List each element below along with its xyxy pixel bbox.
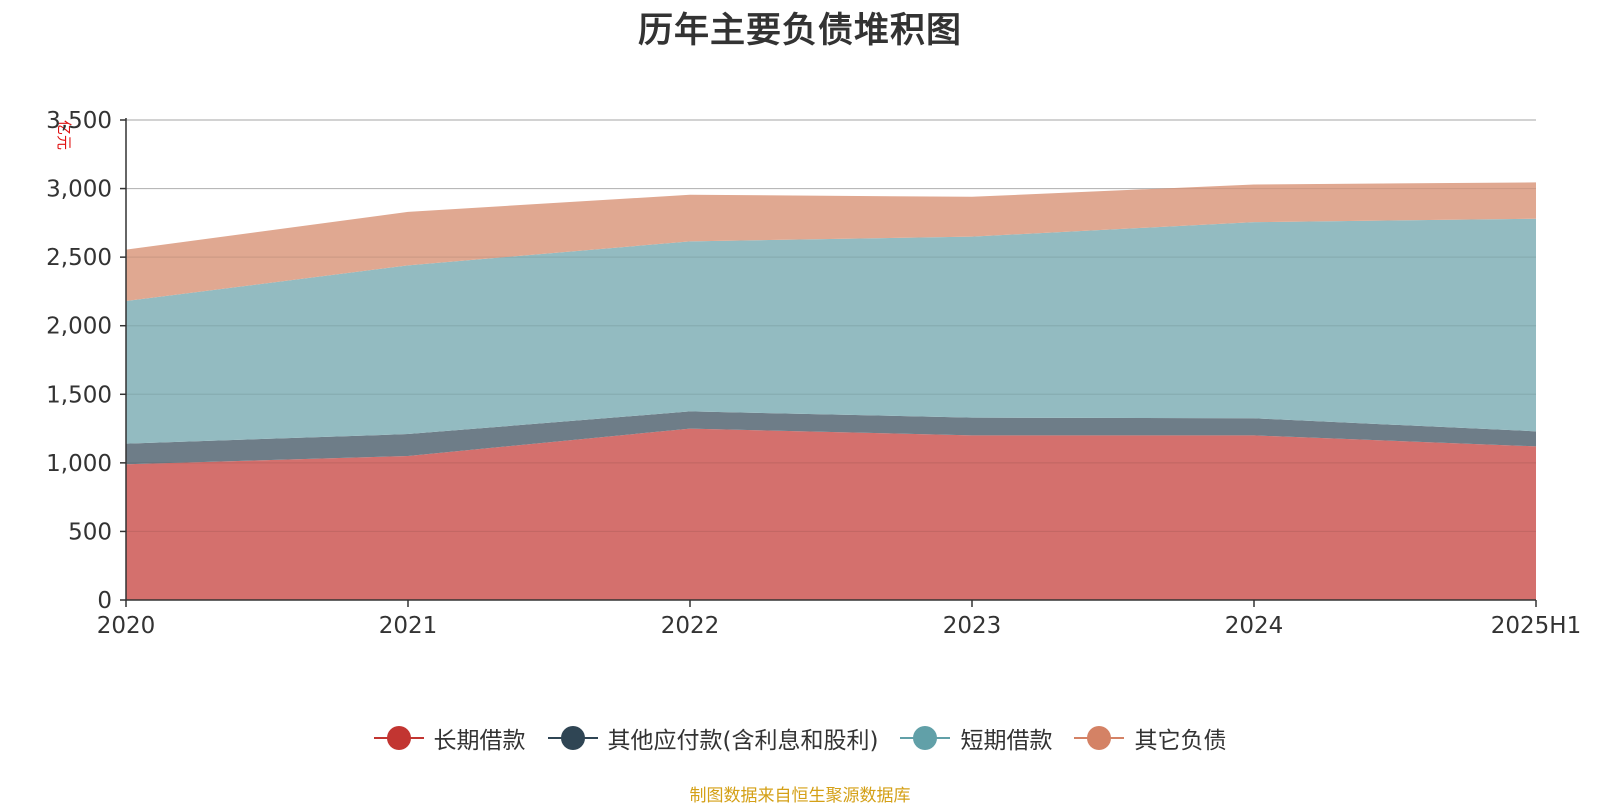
data-source-note: 制图数据来自恒生聚源数据库 — [689, 786, 911, 806]
legend-marker-icon — [547, 725, 598, 751]
y-tick-label: 3,000 — [46, 177, 112, 203]
legend-item-3[interactable]: 其它负债 — [1074, 721, 1226, 755]
y-tick-label: 1,000 — [46, 451, 112, 477]
legend-marker-dot — [386, 726, 411, 750]
x-tick-label: 2020 — [97, 613, 156, 639]
x-tick-label: 2022 — [661, 613, 720, 639]
chart-title: 历年主要负债堆积图 — [637, 11, 962, 51]
x-tick-label: 2021 — [379, 613, 438, 639]
area-series-2 — [126, 218, 1536, 444]
legend-item-2[interactable]: 短期借款 — [900, 721, 1052, 755]
legend-marker-icon — [1074, 725, 1125, 751]
x-tick-label: 2025H1 — [1491, 613, 1581, 639]
axes — [125, 118, 1536, 601]
y-tick-label: 2,500 — [46, 245, 112, 271]
legend-marker-dot — [1087, 726, 1112, 750]
stacked-areas — [126, 119, 1536, 600]
area-series-1 — [126, 411, 1536, 465]
legend-label: 短期借款 — [960, 728, 1053, 754]
legend: 长期借款 其他应付款(含利息和股利) 短期借款 其它负债 — [0, 720, 1600, 756]
x-axis-ticks: 2020 2021 2022 2023 2024 2025H1 — [97, 600, 1581, 639]
legend-marker-dot — [560, 726, 585, 750]
y-tick-label: 1,500 — [46, 382, 112, 408]
legend-marker-dot — [913, 726, 938, 750]
x-tick-label: 2024 — [1225, 613, 1284, 639]
legend-item-1[interactable]: 其他应付款(含利息和股利) — [547, 721, 879, 755]
area-series-0 — [126, 428, 1536, 600]
y-tick-label: 0 — [97, 588, 112, 614]
legend-marker-icon — [900, 725, 951, 751]
area-series-3 — [126, 182, 1536, 302]
legend-label: 长期借款 — [433, 728, 526, 754]
legend-label: 其他应付款(含利息和股利) — [607, 728, 879, 754]
legend-item-0[interactable]: 长期借款 — [373, 721, 526, 755]
y-tick-label: 2,000 — [46, 314, 112, 340]
y-tick-label: 3,500 — [46, 108, 112, 134]
y-tick-label: 500 — [68, 519, 112, 545]
legend-label: 其它负债 — [1134, 728, 1227, 754]
legend-marker-icon — [373, 725, 424, 751]
x-tick-label: 2023 — [943, 613, 1002, 639]
y-axis-ticks: 0 500 1,000 1,500 2,000 2,500 3,000 3,500 — [46, 108, 126, 614]
